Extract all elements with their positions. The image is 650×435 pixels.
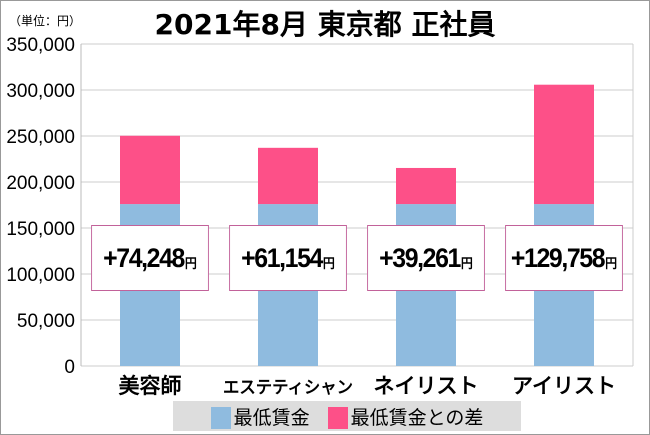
legend-label: 最低賃金との差 <box>350 406 484 429</box>
x-category-label: 美容師 <box>119 374 182 398</box>
legend-swatch <box>327 407 348 429</box>
yen-unit: 円 <box>605 255 618 271</box>
y-tick-label: 350,000 <box>6 35 75 56</box>
yen-unit: 円 <box>460 255 473 271</box>
unit-label: （単位：円） <box>9 13 81 28</box>
bar-diff <box>120 135 180 205</box>
difference-label: +39,261 円 <box>367 225 485 291</box>
legend-item: 最低賃金との差 <box>327 403 484 430</box>
difference-label: +74,248 円 <box>91 225 209 291</box>
x-category-label: ネイリスト <box>374 374 479 398</box>
difference-value: +61,154 <box>241 242 323 273</box>
legend: 最低賃金 最低賃金との差 <box>173 401 521 431</box>
y-tick-label: 300,000 <box>6 81 75 102</box>
yen-unit: 円 <box>184 255 197 271</box>
legend-swatch <box>210 407 231 429</box>
difference-label: +129,758 円 <box>505 225 623 291</box>
y-tick-label: 200,000 <box>6 173 75 194</box>
bar-diff <box>396 167 456 205</box>
y-tick-label: 250,000 <box>6 127 75 148</box>
difference-value: +74,248 <box>103 242 185 273</box>
bar-diff <box>258 147 318 205</box>
legend-label: 最低賃金 <box>233 406 310 429</box>
x-category-label: エステティシャン <box>223 378 353 398</box>
difference-label: +61,154 円 <box>229 225 347 291</box>
y-tick-label: 100,000 <box>6 265 75 286</box>
y-tick-label: 150,000 <box>6 219 75 240</box>
chart-title: 2021年8月 東京都 正社員 <box>155 8 496 41</box>
bar-diff <box>534 84 594 205</box>
yen-unit: 円 <box>322 255 335 271</box>
legend-item: 最低賃金 <box>210 403 310 430</box>
y-tick-label: 50,000 <box>17 311 75 332</box>
difference-value: +129,758 <box>510 242 606 273</box>
x-category-label: アイリスト <box>512 374 616 398</box>
y-tick-label: 0 <box>64 357 75 378</box>
difference-value: +39,261 <box>379 242 461 273</box>
